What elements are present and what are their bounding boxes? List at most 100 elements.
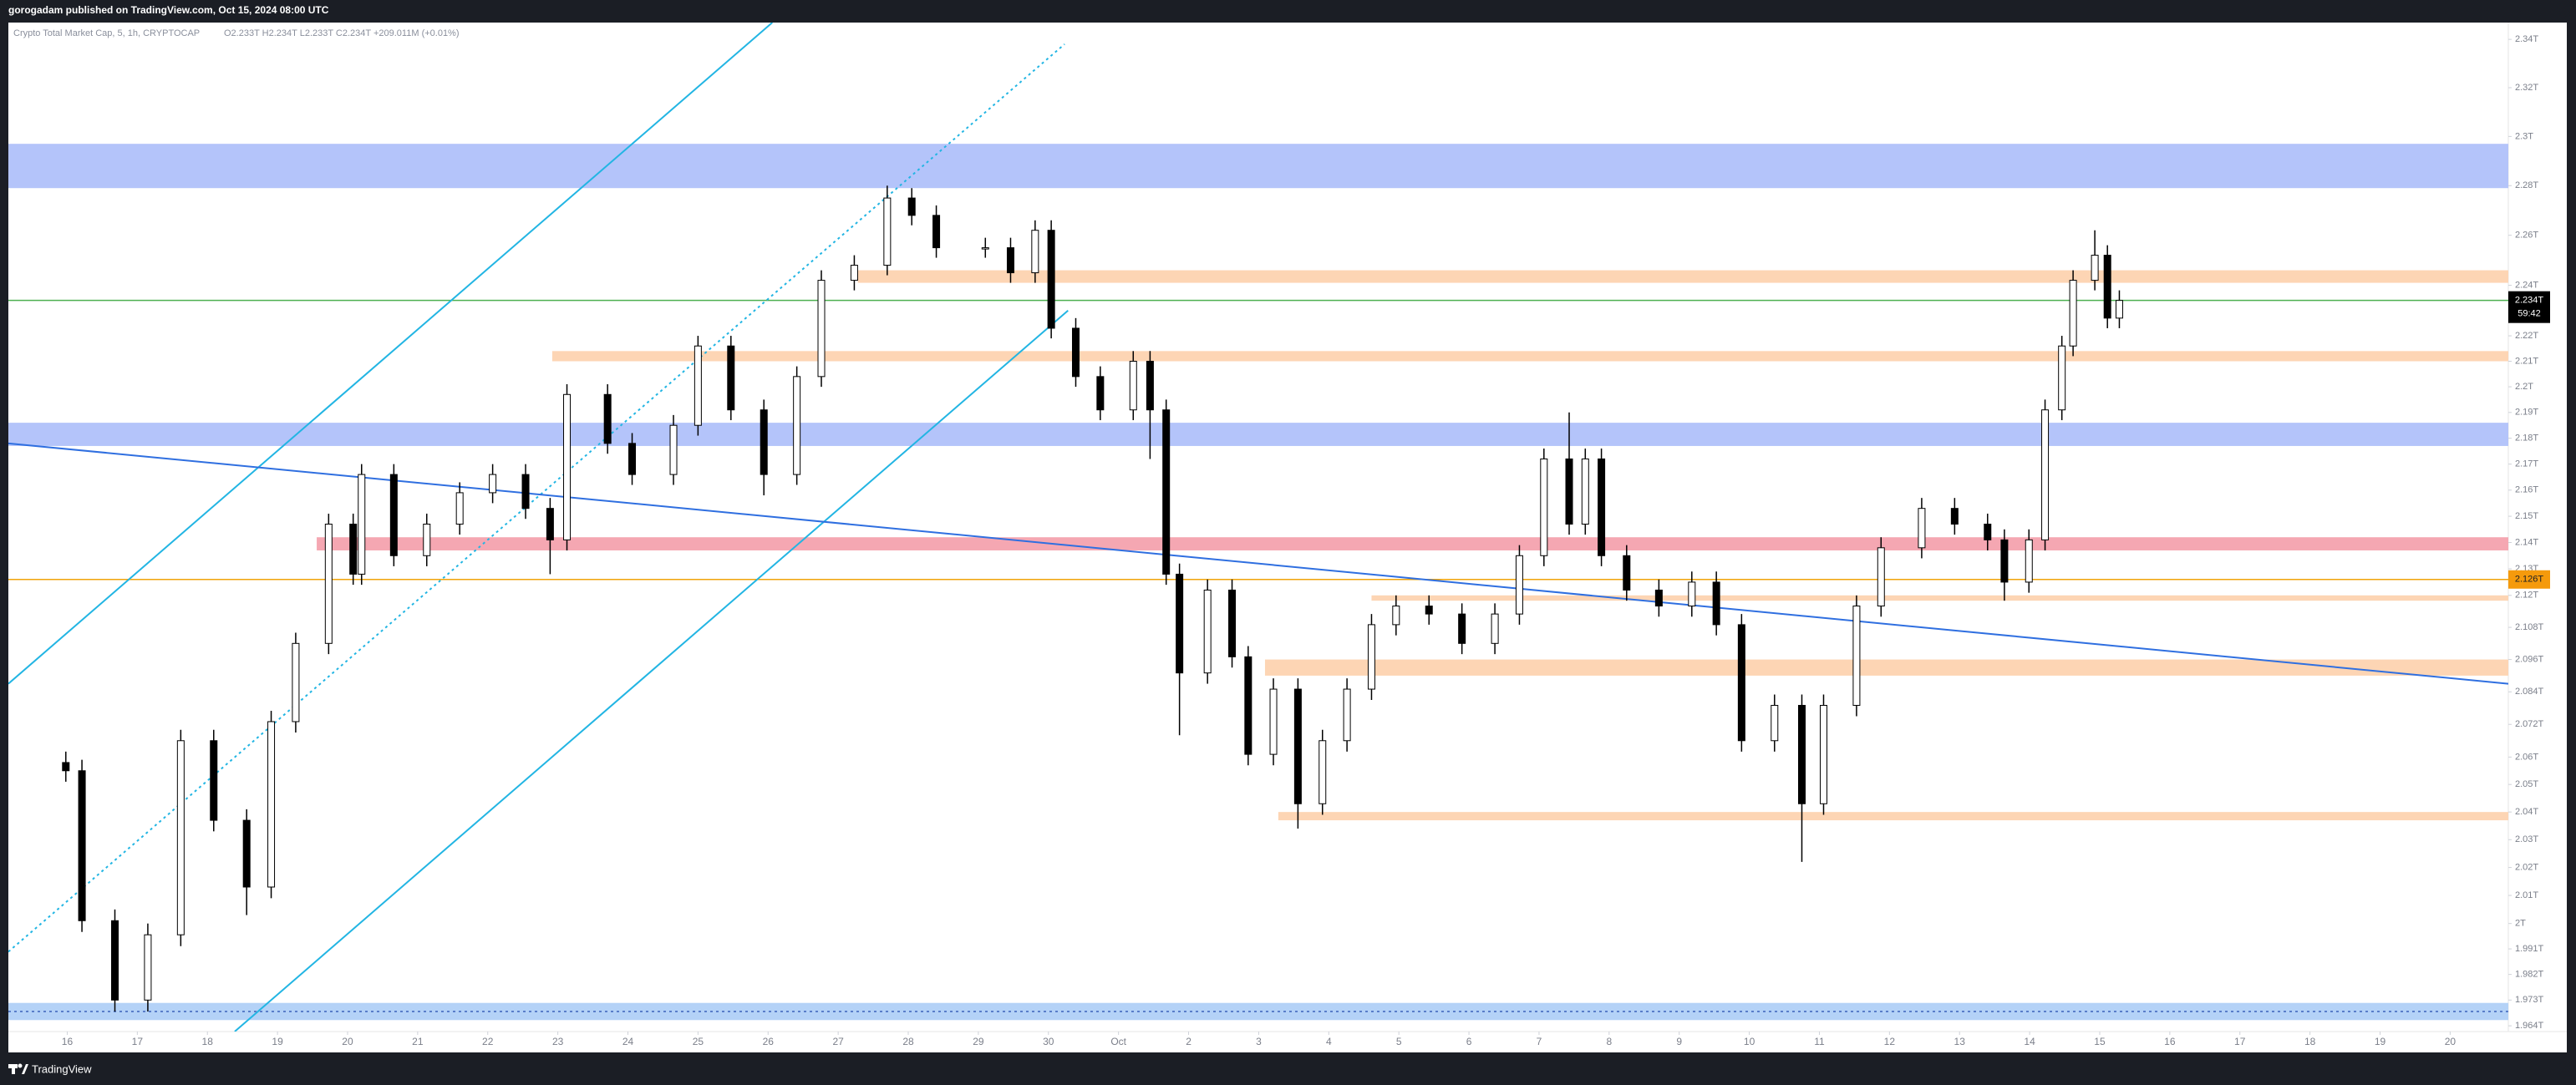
x-tick-label: 16 <box>62 1036 74 1047</box>
zone <box>8 423 2508 446</box>
x-tick-label: 14 <box>2024 1036 2035 1047</box>
candle-body <box>1950 508 1959 525</box>
candle-body <box>1146 361 1154 411</box>
x-tick-label: 19 <box>272 1036 283 1047</box>
trend-line <box>8 23 773 685</box>
y-tick-label: 2.108T <box>2515 622 2544 632</box>
candle-body <box>1425 606 1433 615</box>
candle-body <box>2069 280 2077 347</box>
y-tick-label: 2.3T <box>2515 131 2533 141</box>
candle-body <box>1491 613 1499 644</box>
candle-body <box>521 474 530 510</box>
candle-body <box>62 762 70 772</box>
candle-body <box>1623 555 1631 591</box>
x-tick-label: 22 <box>482 1036 494 1047</box>
x-tick-label: 24 <box>622 1036 634 1047</box>
x-tick-label: 17 <box>132 1036 144 1047</box>
candle-body <box>1129 361 1137 411</box>
candle-body <box>1712 581 1720 626</box>
x-tick-label: 2 <box>1186 1036 1191 1047</box>
candle-body <box>1367 624 1375 690</box>
candle-body <box>1654 589 1663 607</box>
candle-body <box>694 345 702 426</box>
x-tick-label: Oct <box>1110 1036 1126 1047</box>
candle-body <box>1228 589 1237 657</box>
candle-body <box>1096 376 1105 411</box>
candle-body <box>110 920 119 1001</box>
y-tick-label: 2.06T <box>2515 752 2538 762</box>
x-tick-label: 19 <box>2375 1036 2386 1047</box>
trend-line <box>8 43 1065 953</box>
zone <box>551 351 2508 362</box>
footer-brand: TradingView <box>32 1062 92 1075</box>
candle-body <box>603 393 612 444</box>
plot-area <box>8 23 2508 1032</box>
x-tick-label: 11 <box>1814 1036 1825 1047</box>
y-tick-label: 2.17T <box>2515 459 2538 469</box>
ohlc-legend: O2.233T H2.234T L2.233T C2.234T +209.011… <box>224 28 460 38</box>
candle-body <box>1343 688 1351 742</box>
candle-body <box>1162 409 1171 575</box>
y-tick-label: 2.01T <box>2515 890 2538 900</box>
candle-body <box>1598 458 1606 556</box>
candle-body <box>455 492 464 525</box>
x-tick-label: 26 <box>763 1036 775 1047</box>
candle-body <box>2103 255 2111 319</box>
price-label: 2.234T <box>2515 296 2544 306</box>
candle-body <box>1852 606 1861 706</box>
candle-body <box>210 740 218 821</box>
candle-body <box>793 376 801 475</box>
y-tick-label: 1.982T <box>2515 970 2544 980</box>
y-tick-label: 2.19T <box>2515 408 2538 418</box>
candle-body <box>883 197 892 266</box>
y-tick-label: 2.096T <box>2515 654 2544 664</box>
x-tick-label: 18 <box>202 1036 214 1047</box>
zone <box>1264 659 2508 676</box>
y-tick-label: 2.16T <box>2515 485 2538 495</box>
candle-body <box>907 197 916 216</box>
candle-body <box>1581 458 1589 525</box>
candle-body <box>1688 581 1696 607</box>
candle-body <box>1244 656 1252 755</box>
candle-body <box>1737 624 1745 742</box>
candle-body <box>423 523 431 556</box>
candle-body <box>349 523 358 575</box>
y-tick-label: 2.05T <box>2515 779 2538 789</box>
x-tick-label: 6 <box>1466 1036 1472 1047</box>
y-tick-label: 2.22T <box>2515 331 2538 341</box>
x-tick-label: 30 <box>1043 1036 1054 1047</box>
y-tick-label: 2.14T <box>2515 537 2538 547</box>
candle-body <box>1515 555 1523 615</box>
candle-body <box>760 409 768 475</box>
candle-body <box>727 345 735 411</box>
y-tick-label: 2.03T <box>2515 834 2538 844</box>
candle-body <box>1203 589 1212 674</box>
x-tick-label: 20 <box>342 1036 353 1047</box>
x-tick-label: 29 <box>973 1036 984 1047</box>
countdown-label: 59:42 <box>2518 309 2541 319</box>
x-tick-label: 20 <box>2445 1036 2457 1047</box>
zone <box>8 1002 2508 1021</box>
candle-body <box>389 474 398 556</box>
x-tick-label: 25 <box>693 1036 704 1047</box>
x-tick-label: 5 <box>1396 1036 1402 1047</box>
y-tick-label: 2.26T <box>2515 231 2538 241</box>
candle-body <box>1877 547 1885 607</box>
zone <box>1371 595 2508 601</box>
y-tick-label: 2.15T <box>2515 511 2538 521</box>
symbol-title: Crypto Total Market Cap, 5, 1h, CRYPTOCA… <box>13 28 200 38</box>
tv-logo <box>8 1063 28 1074</box>
candle-body <box>292 642 300 722</box>
candle-body <box>628 443 637 475</box>
publish-header: gorogadam published on TradingView.com, … <box>8 4 329 16</box>
x-tick-label: 23 <box>552 1036 564 1047</box>
x-tick-label: 28 <box>902 1036 914 1047</box>
candle-body <box>1293 688 1302 804</box>
zone <box>1278 812 2508 821</box>
candle-body <box>1540 458 1548 556</box>
x-tick-label: 12 <box>1884 1036 1896 1047</box>
candle-body <box>176 740 185 935</box>
y-tick-label: 2.24T <box>2515 281 2538 291</box>
candle-body <box>1392 606 1400 626</box>
y-tick-label: 1.991T <box>2515 944 2544 954</box>
